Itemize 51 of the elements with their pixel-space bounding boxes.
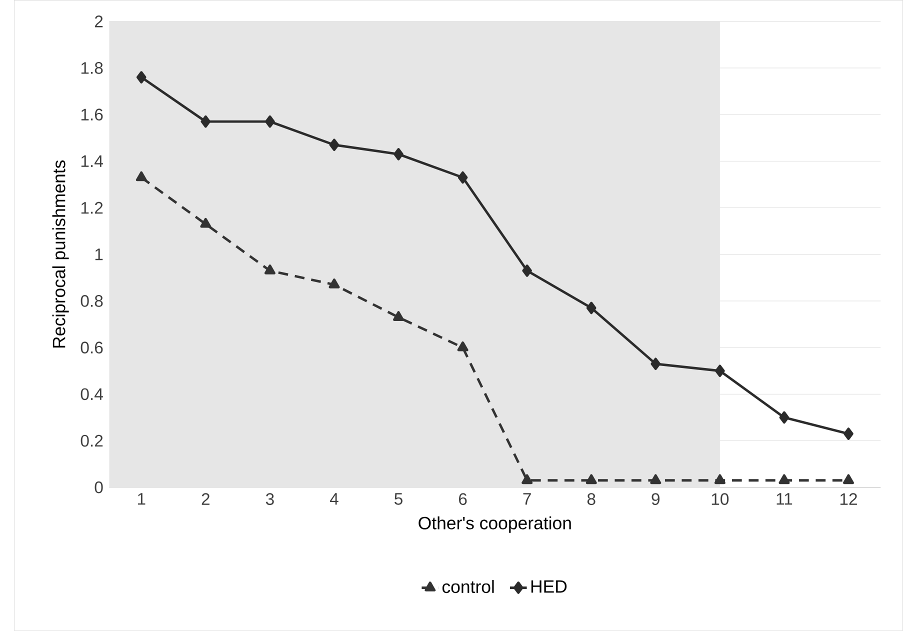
point bbox=[136, 171, 147, 182]
y-tick-label: 1.6 bbox=[81, 108, 103, 121]
point bbox=[458, 171, 468, 184]
y-axis-title: Reciprocal punishments bbox=[52, 160, 69, 348]
point bbox=[329, 138, 340, 152]
x-tick-label: 8 bbox=[587, 493, 596, 506]
x-tick-label: 5 bbox=[394, 493, 402, 505]
point bbox=[394, 148, 404, 160]
legend-label: control bbox=[442, 580, 494, 594]
point bbox=[393, 311, 404, 322]
y-tick-label: 1 bbox=[95, 248, 103, 260]
y-tick-label: 1.4 bbox=[81, 155, 103, 167]
point bbox=[778, 474, 790, 484]
x-tick-label: 6 bbox=[458, 493, 467, 506]
x-tick-label: 11 bbox=[776, 493, 792, 505]
point bbox=[522, 474, 533, 484]
x-tick-label: 7 bbox=[523, 493, 531, 505]
x-tick-label: 9 bbox=[652, 493, 660, 506]
y-tick-label: 2 bbox=[94, 16, 103, 28]
y-tick-label: 0.6 bbox=[80, 342, 103, 354]
point bbox=[779, 411, 790, 424]
point bbox=[844, 428, 854, 440]
y-tick-label: 0.8 bbox=[80, 295, 103, 307]
x-tick-label: 4 bbox=[330, 493, 338, 505]
x-tick-label: 2 bbox=[202, 493, 210, 505]
y-tick-label: 0.2 bbox=[80, 434, 103, 447]
point bbox=[714, 474, 726, 484]
point bbox=[842, 474, 854, 484]
x-axis-title: Other's cooperation bbox=[418, 516, 571, 533]
y-tick-label: 1.8 bbox=[81, 62, 103, 74]
point bbox=[200, 218, 212, 228]
point bbox=[714, 364, 725, 378]
x-tick-label: 12 bbox=[840, 493, 857, 505]
point bbox=[586, 474, 597, 484]
point bbox=[650, 474, 662, 484]
point bbox=[650, 358, 661, 370]
y-tick-label: 0.4 bbox=[80, 388, 103, 400]
x-tick-label: 10 bbox=[712, 493, 729, 506]
point bbox=[264, 264, 276, 274]
y-tick-label: 0 bbox=[94, 481, 103, 494]
x-tick-label: 1 bbox=[138, 493, 146, 505]
point bbox=[136, 71, 146, 84]
point bbox=[586, 302, 596, 314]
legend-label: HED bbox=[531, 580, 567, 593]
point bbox=[522, 264, 532, 277]
point bbox=[328, 278, 340, 288]
x-tick-label: 3 bbox=[266, 493, 274, 506]
point bbox=[200, 115, 211, 128]
point bbox=[457, 341, 468, 352]
point bbox=[265, 115, 275, 128]
y-tick-label: 1.2 bbox=[81, 202, 103, 214]
